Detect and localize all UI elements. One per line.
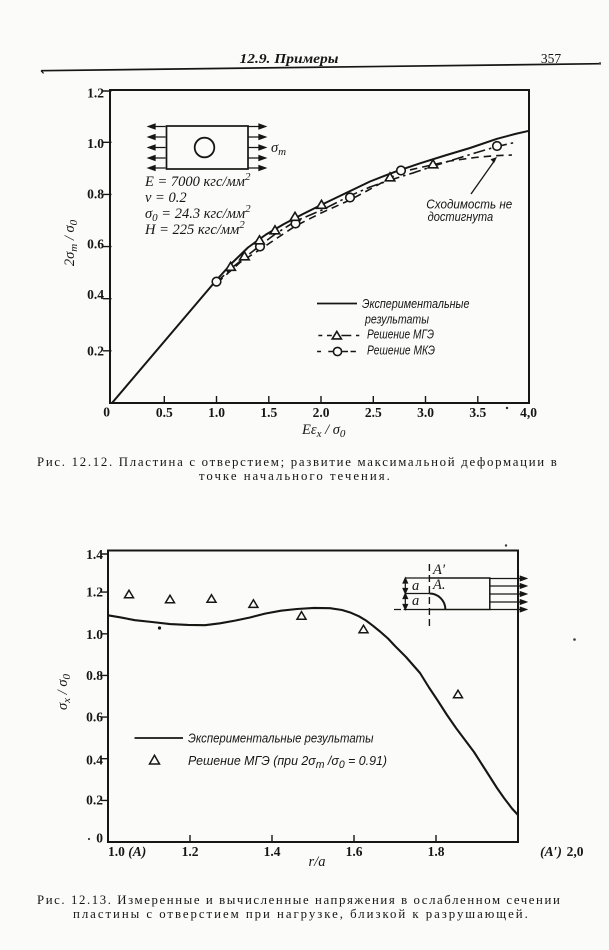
svg-text:результаты: результаты [364, 312, 429, 327]
svg-text:1.2: 1.2 [87, 86, 104, 101]
svg-text:Рис. 12.12. Пластина с отверст: Рис. 12.12. Пластина с отверстием; разви… [37, 455, 557, 469]
svg-text:пластины с отверстием при нагр: пластины с отверстием при нагрузке, близ… [73, 907, 528, 921]
svg-text:Решение МГЭ: Решение МГЭ [367, 327, 434, 342]
svg-text:0: 0 [103, 405, 110, 420]
svg-text:1.0: 1.0 [87, 136, 104, 151]
svg-text:1.2: 1.2 [182, 844, 199, 859]
svg-text:Решение МКЭ: Решение МКЭ [367, 343, 435, 358]
svg-text:1.4: 1.4 [264, 844, 281, 859]
svg-text:0: 0 [96, 831, 103, 846]
svg-text:1.8: 1.8 [428, 844, 445, 859]
svg-text:0.8: 0.8 [87, 187, 104, 202]
svg-text:1.2: 1.2 [86, 585, 103, 600]
svg-text:1.4: 1.4 [86, 547, 103, 562]
svg-text:12.9. Примеры: 12.9. Примеры [240, 51, 339, 66]
svg-text:достигнута: достигнута [428, 209, 494, 224]
svg-text:Рис. 12.13. Измеренные и вычис: Рис. 12.13. Измеренные и вычисленные нап… [37, 893, 560, 907]
svg-text:Eεx / σ0: Eεx / σ0 [301, 422, 346, 440]
svg-text:2.5: 2.5 [365, 405, 382, 420]
svg-text:точке начального течения.: точке начального течения. [199, 469, 390, 483]
svg-text:σ0 = 24.3 кгс/мм2: σ0 = 24.3 кгс/мм2 [145, 203, 251, 224]
svg-text:2σm / σ0: 2σm / σ0 [62, 219, 80, 266]
svg-text:1.5: 1.5 [260, 405, 277, 420]
svg-text:0.2: 0.2 [86, 793, 103, 808]
svg-text:Экспериментальные результаты: Экспериментальные результаты [188, 731, 374, 746]
svg-text:0.5: 0.5 [156, 405, 173, 420]
svg-text:r/a: r/a [309, 854, 326, 870]
svg-text:a: a [412, 578, 419, 594]
svg-text:4,0: 4,0 [520, 405, 537, 420]
svg-text:Сходимость не: Сходимость не [426, 197, 512, 212]
svg-text:3.0: 3.0 [417, 405, 434, 420]
svg-text:0.6: 0.6 [87, 236, 104, 251]
svg-text:0.8: 0.8 [86, 668, 103, 683]
svg-text:Решение МГЭ (при 2σm /σ0 = 0.9: Решение МГЭ (при 2σm /σ0 = 0.91) [188, 753, 387, 771]
svg-text:3.5: 3.5 [469, 405, 486, 420]
svg-text:E = 7000 кгс/мм2: E = 7000 кгс/мм2 [144, 171, 251, 190]
svg-text:A′: A′ [432, 562, 446, 578]
svg-text:1.0: 1.0 [86, 627, 103, 642]
svg-text:0.4: 0.4 [87, 287, 104, 302]
svg-text:357: 357 [541, 51, 562, 66]
svg-text:Экспериментальные: Экспериментальные [362, 296, 470, 311]
svg-text:2.0: 2.0 [313, 405, 330, 420]
svg-text:a: a [412, 593, 419, 609]
svg-text:A.: A. [432, 577, 445, 593]
svg-text:1.0: 1.0 [208, 405, 225, 420]
svg-text:H = 225 кгс/мм2: H = 225 кгс/мм2 [144, 219, 245, 238]
svg-text:1.6: 1.6 [346, 844, 363, 859]
svg-text:0.6: 0.6 [86, 710, 103, 725]
svg-text:0.2: 0.2 [87, 344, 104, 359]
svg-text:(A′): (A′) [540, 844, 562, 859]
svg-text:1.0 (A): 1.0 (A) [108, 844, 146, 859]
svg-text:0.4: 0.4 [86, 753, 103, 768]
svg-text:ν = 0.2: ν = 0.2 [145, 190, 187, 206]
svg-text:2,0: 2,0 [567, 844, 584, 859]
